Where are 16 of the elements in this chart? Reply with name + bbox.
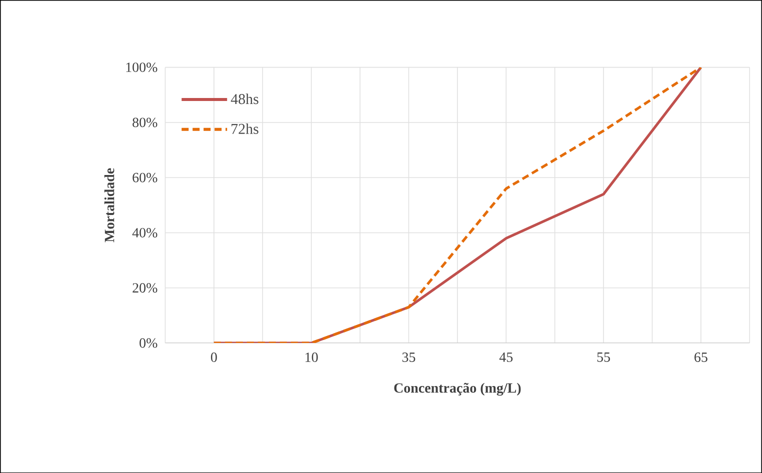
y-tick-label: 40% [132,228,158,238]
y-axis-title: Mortalidade [104,168,114,242]
x-tick-label: 0 [210,352,217,362]
x-tick-label: 45 [499,352,513,362]
x-tick-label: 65 [694,352,708,362]
x-tick-label: 55 [597,352,610,362]
legend-label: 72hs [232,123,258,134]
x-tick-label: 35 [402,352,416,362]
y-tick-label: 0% [140,338,158,348]
x-axis-title: Concentração (mg/L) [394,382,521,396]
y-tick-label: 20% [132,283,158,292]
x-tick-label: 10 [306,352,318,362]
y-tick-label: 80% [132,118,158,128]
y-tick-label: 60% [132,172,158,182]
legend-label: 48hs [230,93,258,104]
y-tick-label: 100% [126,62,158,72]
